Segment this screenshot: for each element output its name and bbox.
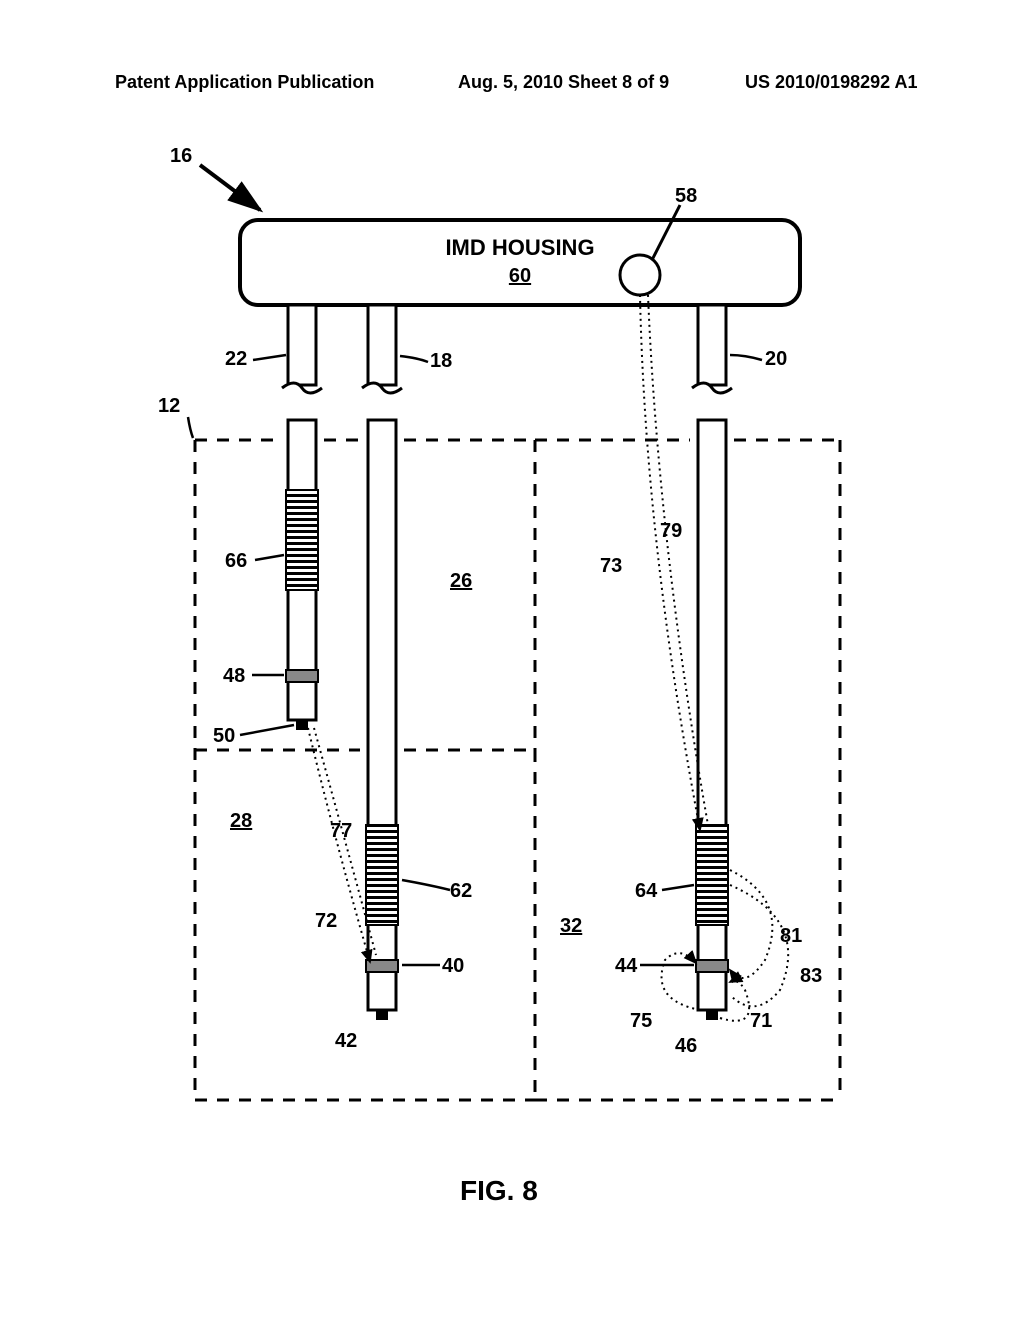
label-28: 28 xyxy=(230,810,252,833)
label-75: 75 xyxy=(630,1010,652,1033)
label-81: 81 xyxy=(780,925,802,948)
arrow-16 xyxy=(200,165,260,210)
label-46: 46 xyxy=(675,1035,697,1058)
label-73: 73 xyxy=(600,555,622,578)
housing-ref: 60 xyxy=(509,265,531,287)
label-72: 72 xyxy=(315,910,337,933)
label-44: 44 xyxy=(615,955,637,978)
figure-caption: FIG. 8 xyxy=(460,1175,538,1207)
label-66: 66 xyxy=(225,550,247,573)
label-64: 64 xyxy=(635,880,657,903)
label-71: 71 xyxy=(750,1010,772,1033)
circle-58 xyxy=(620,255,660,295)
label-12: 12 xyxy=(158,395,180,418)
label-32: 32 xyxy=(560,915,582,938)
diagram-svg: IMD HOUSING 60 xyxy=(140,140,890,1140)
label-62: 62 xyxy=(450,880,472,903)
diagram-container: IMD HOUSING 60 xyxy=(140,140,890,1140)
label-79: 79 xyxy=(660,520,682,543)
header-center: Aug. 5, 2010 Sheet 8 of 9 xyxy=(458,72,669,93)
label-77: 77 xyxy=(330,820,352,843)
lead-22 xyxy=(282,305,322,730)
lead-18 xyxy=(362,305,402,1020)
lead-20 xyxy=(692,305,732,1020)
housing-title: IMD HOUSING xyxy=(445,235,594,260)
header-left: Patent Application Publication xyxy=(115,72,374,93)
label-40: 40 xyxy=(442,955,464,978)
label-42: 42 xyxy=(335,1030,357,1053)
label-83: 83 xyxy=(800,965,822,988)
leader-lines xyxy=(188,355,762,965)
header-right: US 2010/0198292 A1 xyxy=(745,72,917,93)
label-48: 48 xyxy=(223,665,245,688)
label-50: 50 xyxy=(213,725,235,748)
label-58: 58 xyxy=(675,185,697,208)
label-20: 20 xyxy=(765,348,787,371)
housing-rect xyxy=(240,220,800,305)
label-16: 16 xyxy=(170,145,192,168)
label-18: 18 xyxy=(430,350,452,373)
label-26: 26 xyxy=(450,570,472,593)
label-22: 22 xyxy=(225,348,247,371)
